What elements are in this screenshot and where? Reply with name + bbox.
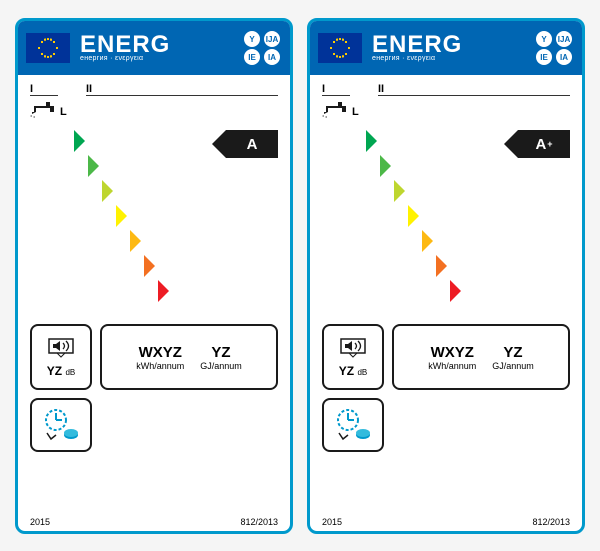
lang-grid: YIJAIEIA [536, 31, 574, 65]
class-arrow: A [322, 155, 380, 177]
class-arrow: D [30, 205, 116, 227]
supplier-row: III [310, 75, 582, 98]
header: ENERGенергия · ενεργεια YIJAIEIA [18, 21, 290, 75]
class-label: A⁺ [330, 133, 346, 149]
supplier-ii: II [86, 83, 278, 96]
consumption-unit: GJ/annum [492, 361, 534, 371]
supplier-i: I [30, 83, 58, 96]
smart-control-box [322, 398, 384, 452]
consumption-box: WXYZkWh/annum YZGJ/annum [100, 324, 278, 390]
consumption-unit: kWh/annum [136, 361, 184, 371]
info-row: YZ dB WXYZkWh/annum YZGJ/annum [18, 314, 290, 390]
energ-title: ENERG [372, 34, 462, 56]
rating-plus: + [547, 139, 552, 149]
year: 2015 [322, 517, 342, 527]
lang-pill: IE [536, 49, 552, 65]
class-arrow: E [322, 255, 436, 277]
load-profile: L [352, 106, 359, 118]
class-label: B [38, 159, 47, 174]
class-label: B [330, 184, 339, 199]
class-label: C [330, 209, 339, 224]
class-arrow: F [30, 255, 144, 277]
lang-pill: IJA [264, 31, 280, 47]
tap-icon [322, 100, 348, 118]
consumption-col: WXYZkWh/annum [428, 344, 476, 371]
info-row: YZ dB WXYZkWh/annum YZGJ/annum [310, 314, 582, 390]
sound-box: YZ dB [30, 324, 92, 390]
rating-text: A [247, 136, 258, 153]
class-label: A [38, 134, 47, 149]
consumption-value: YZ [492, 344, 534, 361]
lang-grid: YIJAIEIA [244, 31, 282, 65]
lang-pill: IJA [556, 31, 572, 47]
class-label: E [330, 259, 339, 274]
class-arrow: D [322, 230, 422, 252]
consumption-box: WXYZkWh/annum YZGJ/annum [392, 324, 570, 390]
class-label: E [38, 234, 47, 249]
sound-value: YZ dB [47, 364, 75, 378]
smart-row [310, 390, 582, 452]
class-label: F [38, 259, 46, 274]
rating-badge: A+ [518, 130, 570, 158]
class-label: G [38, 284, 48, 299]
tap-row: L [310, 98, 582, 124]
consumption-unit: GJ/annum [200, 361, 242, 371]
class-scale: A⁺ABCDEFA+ [310, 124, 582, 314]
class-arrow: B [322, 180, 394, 202]
header: ENERGенергия · ενεργεια YIJAIEIA [310, 21, 582, 75]
sound-icon [47, 337, 75, 364]
consumption-value: WXYZ [136, 344, 184, 361]
smart-control-box [30, 398, 92, 452]
energ-title: ENERG [80, 34, 170, 56]
consumption-col: YZGJ/annum [200, 344, 242, 371]
rating-text: A [535, 136, 546, 153]
sound-value: YZ dB [339, 364, 367, 378]
load-profile: L [60, 106, 67, 118]
class-label: F [330, 284, 338, 299]
class-arrow: A⁺ [322, 130, 366, 152]
energy-label: ENERGенергия · ενεργειαYIJAIEIAIIILABCDE… [15, 18, 293, 534]
lang-pill: Y [244, 31, 260, 47]
lang-pill: Y [536, 31, 552, 47]
consumption-unit: kWh/annum [428, 361, 476, 371]
energ-title-block: ENERGенергия · ενεργεια [372, 34, 462, 63]
tap-row: L [18, 98, 290, 124]
class-arrow: E [30, 230, 130, 252]
lang-pill: IE [244, 49, 260, 65]
energ-title-block: ENERGенергия · ενεργεια [80, 34, 170, 63]
class-arrow: C [30, 180, 102, 202]
supplier-i: I [322, 83, 350, 96]
class-scale: ABCDEFGA [18, 124, 290, 314]
smart-row [18, 390, 290, 452]
class-arrow: B [30, 155, 88, 177]
class-arrow: C [322, 205, 408, 227]
eu-flag-icon [318, 33, 362, 63]
year: 2015 [30, 517, 50, 527]
class-label: D [38, 209, 47, 224]
consumption-col: WXYZkWh/annum [136, 344, 184, 371]
class-label: D [330, 234, 339, 249]
consumption-value: YZ [200, 344, 242, 361]
regulation: 812/2013 [240, 517, 278, 527]
supplier-ii: II [378, 83, 570, 96]
energy-label: ENERGенергия · ενεργειαYIJAIEIAIIILA⁺ABC… [307, 18, 585, 534]
class-arrow: F [322, 280, 450, 302]
consumption-col: YZGJ/annum [492, 344, 534, 371]
rating-badge: A [226, 130, 278, 158]
regulation: 812/2013 [532, 517, 570, 527]
consumption-value: WXYZ [428, 344, 476, 361]
lang-pill: IA [556, 49, 572, 65]
class-label: C [38, 184, 47, 199]
tap-icon [30, 100, 56, 118]
eu-flag-icon [26, 33, 70, 63]
supplier-row: III [18, 75, 290, 98]
sound-icon [339, 337, 367, 364]
class-arrow: G [30, 280, 158, 302]
footer: 2015 812/2013 [18, 517, 290, 527]
lang-pill: IA [264, 49, 280, 65]
sound-box: YZ dB [322, 324, 384, 390]
class-label: A [330, 159, 339, 174]
class-arrow: A [30, 130, 74, 152]
footer: 2015 812/2013 [310, 517, 582, 527]
